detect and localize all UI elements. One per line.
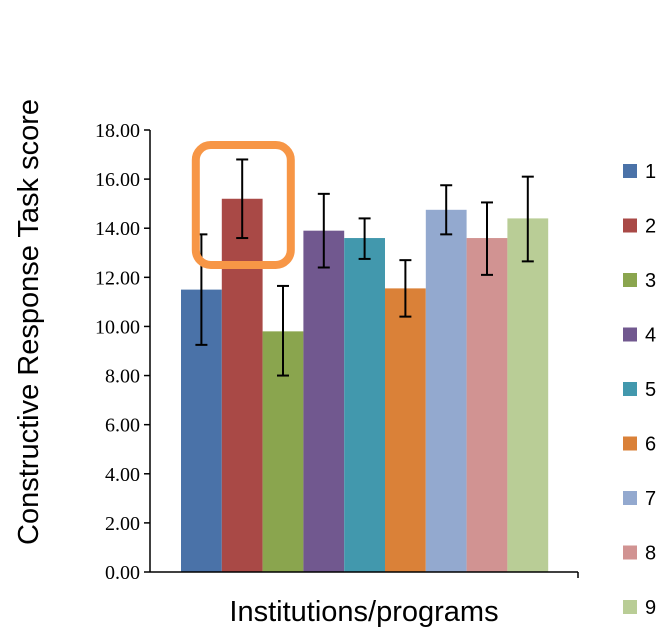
y-tick-label: 0.00 (105, 562, 140, 584)
legend-label-8: 8 (645, 543, 656, 565)
legend-swatch-4 (623, 328, 637, 342)
bar-7 (426, 210, 467, 572)
y-tick-label: 4.00 (105, 464, 140, 486)
bar-8 (467, 238, 508, 572)
y-tick-label: 10.00 (95, 316, 140, 338)
y-tick-label: 6.00 (105, 415, 140, 437)
bar-4 (303, 231, 344, 572)
legend-swatch-6 (623, 437, 637, 451)
legend: 1 2 3 4 5 6 7 8 9 (623, 161, 656, 619)
legend-label-7: 7 (645, 488, 656, 510)
legend-label-9: 9 (645, 597, 656, 619)
legend-swatch-8 (623, 546, 637, 560)
y-axis-title: Constructive Response Task score (13, 99, 45, 545)
bar-2 (222, 199, 263, 572)
bar-6 (385, 288, 426, 572)
y-axis-ticks: 0.00 2.00 4.00 6.00 8.00 10.00 12.00 14.00 16.00… (95, 120, 150, 584)
legend-label-3: 3 (645, 270, 656, 292)
y-tick-label: 12.00 (95, 267, 140, 289)
legend-swatch-3 (623, 273, 637, 287)
y-tick-label: 14.00 (95, 218, 140, 240)
y-tick-label: 18.00 (95, 120, 140, 142)
legend-swatch-7 (623, 491, 637, 505)
bar-5 (344, 238, 385, 572)
y-tick-label: 16.00 (95, 169, 140, 191)
bar-9 (507, 218, 548, 572)
legend-label-2: 2 (645, 216, 656, 238)
legend-swatch-1 (623, 164, 637, 178)
legend-swatch-2 (623, 219, 637, 233)
x-axis-title: Institutions/programs (229, 596, 498, 628)
y-tick-label: 2.00 (105, 513, 140, 535)
legend-swatch-5 (623, 382, 637, 396)
legend-label-6: 6 (645, 434, 656, 456)
legend-swatch-9 (623, 600, 637, 614)
legend-label-1: 1 (645, 161, 656, 183)
legend-label-4: 4 (645, 325, 656, 347)
legend-label-5: 5 (645, 379, 656, 401)
y-tick-label: 8.00 (105, 366, 140, 388)
